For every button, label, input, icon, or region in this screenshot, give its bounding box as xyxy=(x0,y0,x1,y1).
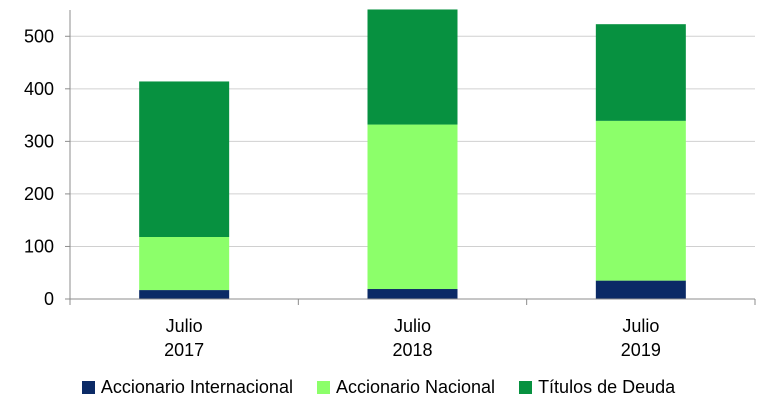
x-tick-labels: Julio 2017 Julio 2018 Julio 2019 xyxy=(164,316,661,360)
bar-accionario-nacional-julio-2018 xyxy=(367,124,458,290)
bar-accionario-nacional-julio-2019 xyxy=(595,120,686,281)
bar-accionario-internacional-julio-2017 xyxy=(139,290,230,299)
y-tick-label-100: 100 xyxy=(24,236,54,256)
bar-accionario-internacional-julio-2018 xyxy=(367,289,458,299)
legend-item-accionario-nacional: Accionario Nacional xyxy=(316,376,496,398)
bars xyxy=(139,9,686,299)
y-tick-label-300: 300 xyxy=(24,131,54,151)
legend-swatch-accionario-nacional xyxy=(316,380,330,394)
bar-titulos-de-deuda-julio-2018 xyxy=(367,9,458,125)
legend-swatch-accionario-internacional xyxy=(81,380,95,394)
legend-item-titulos-de-deuda: Títulos de Deuda xyxy=(519,377,675,398)
x-tick-label-line: 2017 xyxy=(164,340,204,360)
x-tick-label-julio-2019: Julio 2019 xyxy=(621,316,661,360)
bar-accionario-nacional-julio-2017 xyxy=(139,236,230,291)
y-tick-labels: 0 100 200 300 400 500 xyxy=(24,26,54,309)
y-tick-label-400: 400 xyxy=(24,79,54,99)
bar-titulos-de-deuda-julio-2019 xyxy=(595,24,686,121)
bar-titulos-de-deuda-julio-2017 xyxy=(139,81,230,237)
y-tick-label-0: 0 xyxy=(44,289,54,309)
axes xyxy=(65,10,756,305)
legend-label-accionario-nacional: Accionario Nacional xyxy=(335,376,496,397)
legend-item-accionario-internacional: Accionario Internacional xyxy=(81,376,293,398)
legend-swatch-titulos-de-deuda xyxy=(519,380,533,394)
x-tick-label-line: Julio xyxy=(394,316,431,336)
x-tick-label-julio-2017: Julio 2017 xyxy=(164,316,204,360)
x-tick-label-line: 2019 xyxy=(621,340,661,360)
x-tick-label-line: Julio xyxy=(166,316,203,336)
y-tick-label-500: 500 xyxy=(24,26,54,46)
legend: Accionario Internacional Accionario Naci… xyxy=(0,375,757,399)
legend-label-titulos-de-deuda: Títulos de Deuda xyxy=(538,376,676,397)
x-tick-label-line: Julio xyxy=(622,316,659,336)
legend-label-accionario-internacional: Accionario Internacional xyxy=(100,376,293,397)
bar-accionario-internacional-julio-2019 xyxy=(595,280,686,299)
x-tick-label-julio-2018: Julio 2018 xyxy=(392,316,432,360)
y-tick-label-200: 200 xyxy=(24,184,54,204)
x-tick-label-line: 2018 xyxy=(392,340,432,360)
